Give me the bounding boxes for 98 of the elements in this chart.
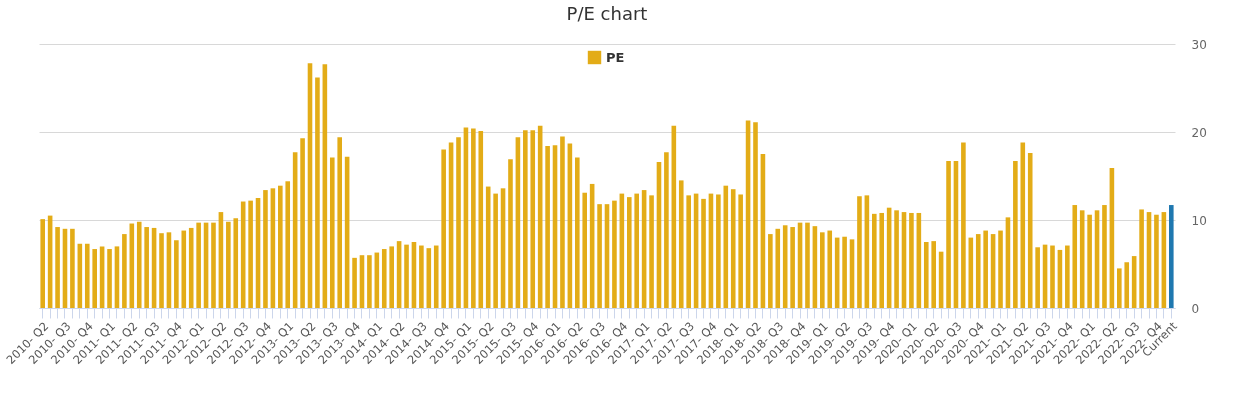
- bar: [738, 194, 743, 308]
- chart-title: P/E chart: [566, 3, 648, 24]
- bar: [404, 244, 409, 308]
- bar: [983, 230, 988, 308]
- bar: [871, 213, 877, 308]
- bar: [263, 190, 268, 308]
- bar: [196, 222, 201, 308]
- bar: [879, 212, 885, 308]
- bar: [753, 122, 758, 308]
- bar: [857, 196, 862, 308]
- bar: [493, 193, 498, 308]
- bar: [775, 228, 781, 308]
- bar: [612, 200, 617, 308]
- bar: [1020, 142, 1026, 308]
- bar: [456, 137, 461, 308]
- bar: [248, 200, 253, 308]
- y-tick-label: 10: [1191, 213, 1207, 228]
- bar: [285, 181, 291, 308]
- bar: [582, 192, 588, 308]
- bar: [1035, 247, 1040, 308]
- bar: [278, 185, 283, 308]
- bar: [55, 227, 60, 308]
- bar: [337, 137, 343, 308]
- bar: [84, 243, 90, 308]
- legend-label: PE: [606, 49, 625, 65]
- bar: [174, 240, 179, 308]
- bar: [181, 230, 187, 308]
- bar: [820, 232, 825, 308]
- y-tick-label: 30: [1191, 37, 1207, 52]
- bar: [300, 138, 305, 308]
- bar: [597, 204, 602, 308]
- bar: [1050, 245, 1055, 308]
- bar: [686, 195, 691, 308]
- bar: [716, 194, 721, 308]
- bar: [478, 131, 484, 308]
- bar: [634, 193, 639, 308]
- bar: [226, 221, 231, 308]
- bar: [1013, 161, 1018, 308]
- bar: [1027, 153, 1033, 308]
- bar: [188, 227, 194, 308]
- bar: [909, 212, 914, 308]
- bar: [730, 189, 736, 308]
- bar: [827, 230, 833, 308]
- bar: [233, 218, 239, 308]
- bar: [790, 227, 795, 308]
- bar: [441, 149, 446, 308]
- bar: [560, 136, 565, 308]
- bar: [1072, 205, 1078, 308]
- bar: [352, 257, 357, 308]
- bar: [485, 186, 491, 308]
- bar: [998, 230, 1003, 308]
- bar: [1065, 245, 1070, 308]
- bar: [842, 236, 847, 308]
- bar: [664, 152, 669, 308]
- bar: [508, 159, 513, 308]
- bar: [523, 130, 528, 308]
- bar: [1087, 214, 1092, 308]
- bar: [122, 234, 127, 308]
- bar: [530, 130, 536, 308]
- bar: [894, 210, 899, 308]
- bar: [931, 241, 936, 308]
- bar: [1102, 205, 1107, 308]
- bar: [92, 249, 97, 308]
- bar: [367, 255, 372, 308]
- bar: [961, 142, 966, 308]
- bar: [1124, 262, 1130, 308]
- bar: [768, 234, 773, 308]
- bar: [329, 157, 335, 308]
- bar: [723, 185, 729, 308]
- bar: [545, 146, 550, 308]
- y-tick-label: 0: [1191, 301, 1200, 316]
- bar: [1154, 214, 1159, 308]
- bar: [381, 249, 387, 308]
- bar: [946, 161, 951, 308]
- bar: [471, 128, 476, 308]
- bar: [1168, 205, 1174, 308]
- bar: [678, 180, 684, 308]
- bar: [159, 233, 164, 308]
- bar: [1117, 268, 1122, 308]
- bar: [136, 221, 142, 308]
- bar: [315, 77, 320, 308]
- bar: [389, 246, 394, 308]
- bar: [211, 222, 216, 308]
- bar: [419, 245, 424, 308]
- bar: [975, 234, 981, 308]
- y-tick-label: 20: [1191, 125, 1207, 140]
- bar: [1139, 209, 1144, 308]
- bar: [40, 219, 46, 308]
- bar: [626, 197, 632, 308]
- bar: [433, 245, 439, 308]
- bar: [575, 157, 580, 308]
- bar: [70, 228, 75, 308]
- bar: [805, 222, 810, 308]
- bar: [144, 227, 149, 308]
- bar: [107, 249, 112, 308]
- bar: [701, 198, 706, 308]
- bar: [923, 242, 929, 308]
- bar: [649, 195, 654, 308]
